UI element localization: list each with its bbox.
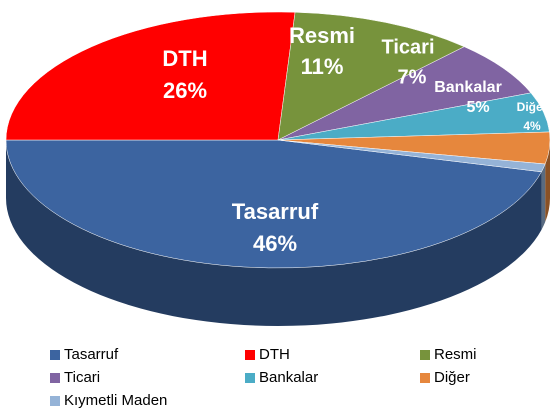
legend-swatch [50,396,60,406]
data-label-name: Resmi [289,23,355,48]
data-label-name: DTH [162,46,207,71]
data-label: 7% [398,66,427,88]
slice [277,11,465,141]
slice-side [541,163,546,230]
legend-swatch [245,350,255,360]
data-label: 4% [523,119,541,133]
legend-label: Kıymetli Maden [64,392,167,409]
data-label-name: Ticari [382,36,435,58]
legend-swatch [420,373,430,383]
slice [5,139,542,269]
legend-label: Ticari [64,369,100,386]
legend-label: Resmi [434,346,477,363]
data-label-name: Tasarruf [232,199,319,224]
slice [277,139,546,173]
slice [277,46,532,141]
data-label: 46% [253,231,297,256]
data-label-name: Bankalar [434,79,502,96]
data-label: 5% [466,99,489,116]
slice-side [545,140,550,222]
legend-swatch [50,350,60,360]
data-label: 11% [301,54,344,79]
legend-label: DTH [259,346,290,363]
legend-swatch [245,373,255,383]
legend-label: Diğer [434,369,470,386]
legend-swatch [420,350,430,360]
slice-side [5,140,542,326]
data-label-name: Diğer [517,100,548,114]
legend-label: Tasarruf [64,346,119,363]
data-label: 26% [163,78,207,103]
slice [5,11,296,141]
legend-swatch [50,373,60,383]
legend-label: Bankalar [259,369,318,386]
